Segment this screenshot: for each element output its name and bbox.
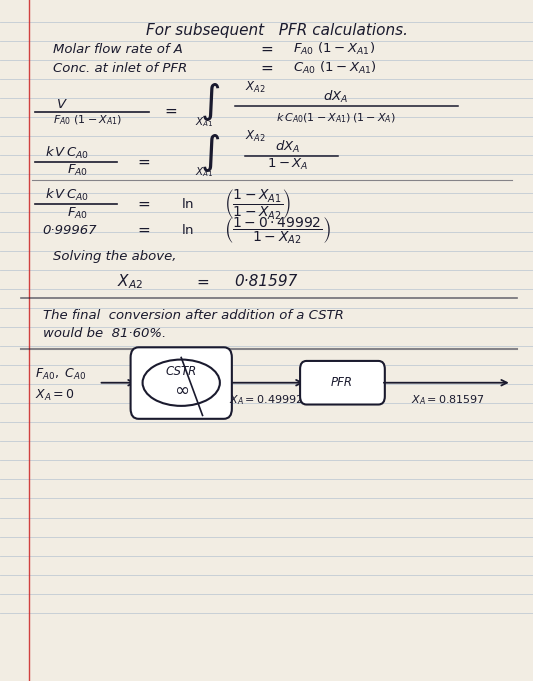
Text: $\int$: $\int$ [200,81,221,123]
Text: $C_{A0}\ (1-X_{A1})$: $C_{A0}\ (1-X_{A1})$ [293,60,377,76]
Text: $\mathrm{ln}$: $\mathrm{ln}$ [181,197,194,211]
Text: would be  81·60%.: would be 81·60%. [43,327,166,340]
Text: $\infty$: $\infty$ [174,381,189,398]
Text: $X_A = 0.49992$: $X_A = 0.49992$ [230,394,303,407]
Text: =: = [164,104,177,119]
Text: $\mathrm{ln}$: $\mathrm{ln}$ [181,223,194,237]
Text: $\left(\dfrac{1-X_{A1}}{1-X_{A2}}\right)$: $\left(\dfrac{1-X_{A1}}{1-X_{A2}}\right)… [224,187,292,221]
Text: For subsequent   PFR calculations.: For subsequent PFR calculations. [146,23,408,38]
Text: $X_{A2}$: $X_{A2}$ [117,272,143,291]
Text: =: = [138,223,150,238]
Text: $X_{A2}$: $X_{A2}$ [245,129,266,144]
Text: $dX_A$: $dX_A$ [275,139,301,155]
Text: $X_{A1}$: $X_{A1}$ [195,165,213,178]
Text: $1-X_A$: $1-X_A$ [267,157,309,172]
Text: V: V [56,97,66,111]
Text: $F_{A0},\ C_{A0}$: $F_{A0},\ C_{A0}$ [35,367,86,382]
Text: $k\,V\,C_{A0}$: $k\,V\,C_{A0}$ [45,187,88,203]
Text: $\int$: $\int$ [200,132,221,174]
FancyBboxPatch shape [131,347,232,419]
Text: =: = [138,197,150,212]
Text: $k\,V\,C_{A0}$: $k\,V\,C_{A0}$ [45,145,88,161]
Text: PFR: PFR [331,376,353,390]
Text: =: = [196,274,209,289]
Text: The final  conversion after addition of a CSTR: The final conversion after addition of a… [43,308,343,322]
Text: 0·81597: 0·81597 [235,274,298,289]
Text: $k\,C_{A0}(1-X_{A1})\,(1-X_A)$: $k\,C_{A0}(1-X_{A1})\,(1-X_A)$ [276,112,395,125]
Text: $dX_A$: $dX_A$ [323,89,349,105]
Text: $\left(\dfrac{1-0\cdot49992}{1-X_{A2}}\right)$: $\left(\dfrac{1-0\cdot49992}{1-X_{A2}}\r… [224,215,331,246]
Text: $F_{A0}\ (1-X_{A1})$: $F_{A0}\ (1-X_{A1})$ [53,113,123,127]
Text: Molar flow rate of A: Molar flow rate of A [53,42,183,56]
Text: =: = [138,155,150,170]
Text: $F_{A0}\ (1-X_{A1})$: $F_{A0}\ (1-X_{A1})$ [293,41,375,57]
Text: Solving the above,: Solving the above, [53,249,177,263]
Text: =: = [260,42,273,57]
Text: CSTR: CSTR [166,364,197,378]
Text: $X_{A2}$: $X_{A2}$ [245,80,266,95]
FancyBboxPatch shape [300,361,385,405]
Text: $X_A = 0.81597$: $X_A = 0.81597$ [411,394,484,407]
Text: $F_{A0}$: $F_{A0}$ [67,206,88,221]
Text: $X_{A1}$: $X_{A1}$ [195,116,213,129]
Text: $X_A = 0$: $X_A = 0$ [35,387,75,402]
Text: =: = [260,61,273,76]
Text: 0·99967: 0·99967 [43,223,97,237]
Text: Conc. at inlet of PFR: Conc. at inlet of PFR [53,61,188,75]
Text: $F_{A0}$: $F_{A0}$ [67,163,88,178]
